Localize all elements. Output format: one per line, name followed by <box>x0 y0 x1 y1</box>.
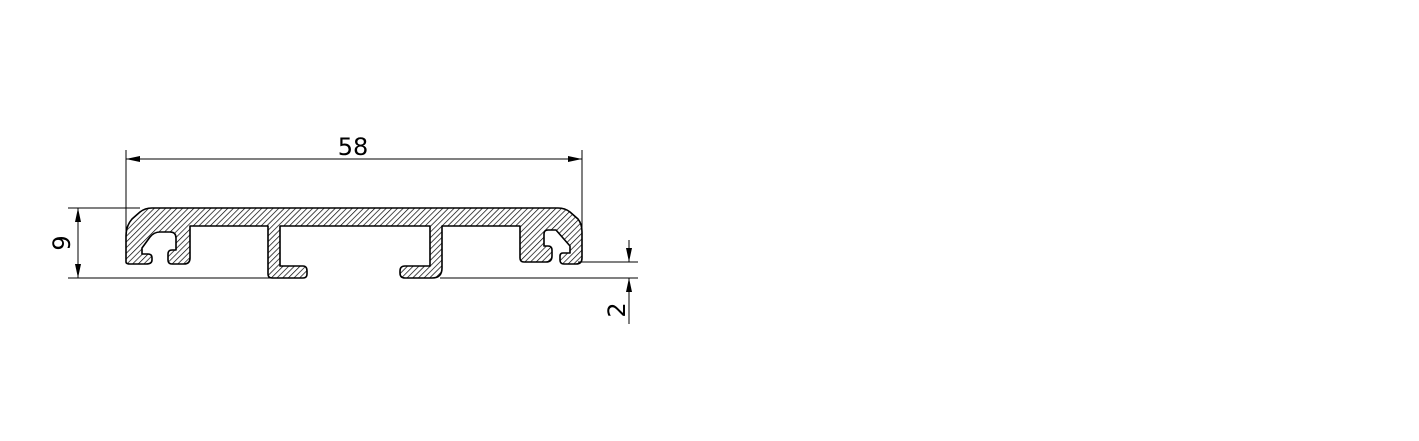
arrowhead-top <box>75 208 81 222</box>
dimension-height-label: 9 <box>48 235 76 250</box>
dimension-thickness-label: 2 <box>603 302 631 317</box>
profile-section <box>125 207 583 279</box>
arrowhead-thickness-bottom <box>626 278 632 292</box>
arrowhead-bottom <box>75 264 81 278</box>
arrowhead-right <box>568 156 582 162</box>
dimension-width-label: 58 <box>338 133 369 161</box>
arrowhead-thickness-top <box>626 248 632 262</box>
arrowhead-left <box>126 156 140 162</box>
